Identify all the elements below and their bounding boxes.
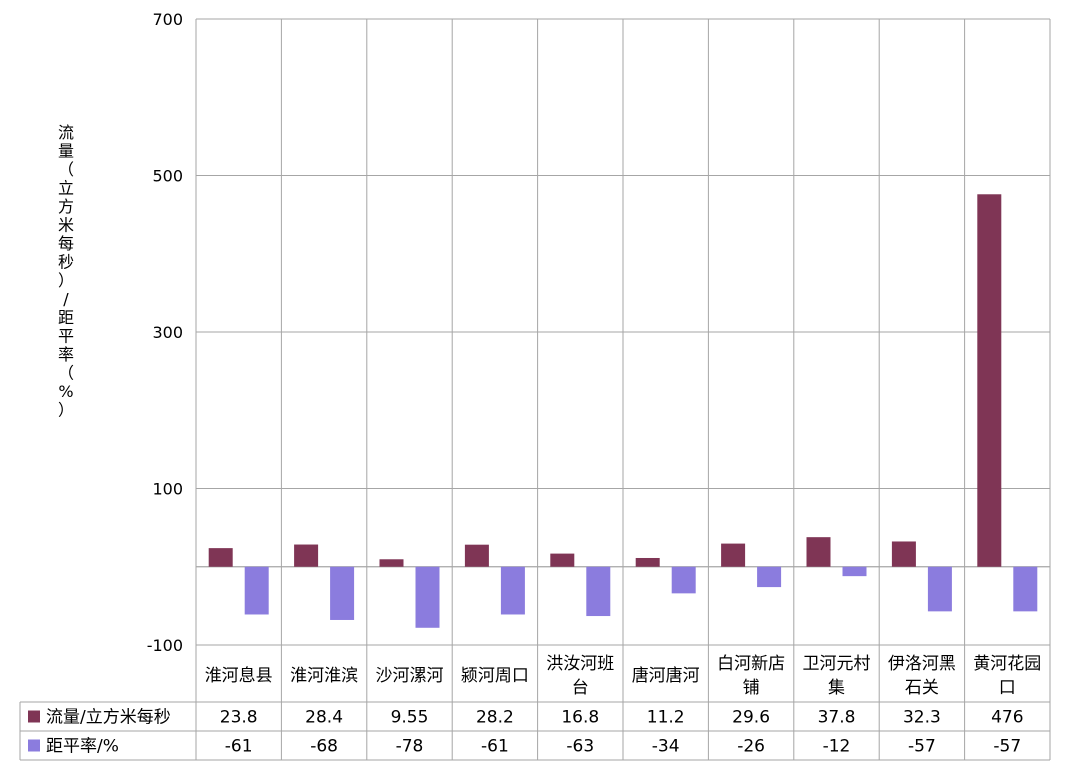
table-cell: 11.2 <box>647 708 685 728</box>
bar-series-1 <box>977 194 1002 567</box>
y-tick-label: -100 <box>147 636 183 655</box>
bar-series-2 <box>500 566 525 615</box>
bar-series-1 <box>806 537 831 567</box>
table-cell: -57 <box>993 737 1021 757</box>
category-label: 黄河花园口 <box>973 654 1041 698</box>
table-cell: -34 <box>652 737 680 757</box>
bars <box>208 194 1038 628</box>
bar-series-1 <box>208 548 233 567</box>
category-label: 白河新店铺 <box>717 654 785 698</box>
table-cell: 28.2 <box>476 708 514 728</box>
table-cell: -57 <box>908 737 936 757</box>
bar-series-2 <box>1013 566 1038 612</box>
table-cell: 29.6 <box>732 708 770 728</box>
legend-label: 距平率/% <box>46 737 119 757</box>
table-cell: -78 <box>396 737 424 757</box>
category-label: 淮河淮滨 <box>290 666 358 686</box>
y-tick-label: 300 <box>152 323 183 342</box>
bar-series-1 <box>294 544 319 567</box>
table-cell: -26 <box>737 737 765 757</box>
table-cell: -12 <box>823 737 851 757</box>
category-label: 唐河唐河 <box>632 665 700 686</box>
legend-swatch <box>28 739 40 752</box>
y-axis-label: 流量（立方米每秒）/距平率（%） <box>58 123 74 420</box>
bar-series-2 <box>927 566 952 612</box>
table-cell: -61 <box>481 737 509 757</box>
category-label: 洪汝河班台 <box>546 654 614 698</box>
legend-label: 流量/立方米每秒 <box>46 708 171 728</box>
table-cell: -63 <box>566 737 594 757</box>
category-label: 沙河漯河 <box>376 666 444 686</box>
table-cell: -61 <box>225 737 253 757</box>
bar-series-1 <box>891 541 916 567</box>
bar-series-1 <box>721 543 746 567</box>
bar-series-1 <box>635 557 660 567</box>
legend-swatch <box>28 710 40 723</box>
bar-series-2 <box>415 566 440 628</box>
category-label: 卫河元村集 <box>803 654 871 698</box>
table-cell: 476 <box>991 708 1023 728</box>
bar-series-2 <box>757 566 782 588</box>
table-cell: 28.4 <box>305 708 343 728</box>
bar-series-2 <box>244 566 269 615</box>
table-cell: 37.8 <box>818 708 856 728</box>
bar-series-2 <box>671 566 696 594</box>
category-labels: 淮河息县 淮河淮滨 沙河漯河 颍河周口洪汝河班台唐河唐河白河新店铺卫河元村集伊洛河黑石… <box>205 654 1042 698</box>
y-tick-label: 100 <box>152 480 183 499</box>
bar-series-1 <box>379 559 404 567</box>
table-cell: 32.3 <box>903 708 941 728</box>
table-cell: 23.8 <box>220 708 258 728</box>
bar-series-2 <box>330 566 355 620</box>
y-tick-label: 700 <box>152 10 183 29</box>
category-label: 伊洛河黑石关 <box>888 654 956 698</box>
table-cell: 16.8 <box>561 708 599 728</box>
data-table: 流量/立方米每秒 23.8 28.4 9.55 28.2 16.8 11.2 29.6 37.8… <box>28 708 1024 757</box>
table-cell: 9.55 <box>391 708 429 728</box>
bar-series-2 <box>842 566 867 577</box>
y-tick-label: 500 <box>152 167 183 186</box>
y-axis-ticks: -100 100 300 500 700 <box>147 10 183 655</box>
category-label: 颍河周口 <box>461 666 529 686</box>
bar-series-2 <box>586 566 611 617</box>
category-label: 淮河息县 <box>205 666 273 686</box>
table-cell: -68 <box>310 737 338 757</box>
bar-series-1 <box>550 553 575 567</box>
bar-series-1 <box>464 544 489 567</box>
